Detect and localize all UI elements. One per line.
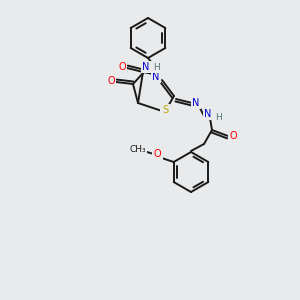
Text: N: N (192, 98, 200, 108)
Text: O: O (107, 76, 115, 86)
Text: CH₃: CH₃ (129, 146, 146, 154)
Text: H: H (214, 113, 221, 122)
Text: H: H (153, 62, 159, 71)
Text: N: N (152, 72, 160, 82)
Text: N: N (204, 109, 212, 119)
Text: H: H (154, 64, 160, 74)
Text: O: O (118, 62, 126, 72)
Text: O: O (154, 149, 161, 159)
Text: N: N (142, 62, 150, 72)
Text: S: S (162, 105, 168, 115)
Text: O: O (229, 131, 237, 141)
